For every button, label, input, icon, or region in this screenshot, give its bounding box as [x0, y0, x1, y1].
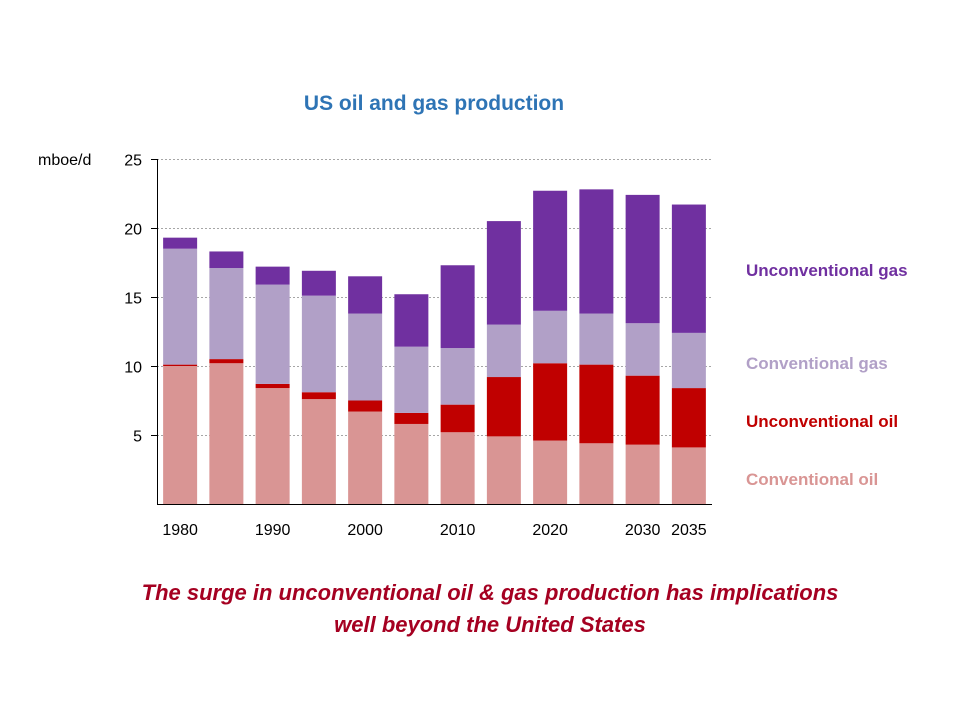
chart-title: US oil and gas production [303, 92, 565, 115]
bar-conventional-oil-2030 [625, 444, 660, 504]
caption-line-2: well beyond the United States [334, 612, 646, 637]
bar-conventional-gas-1990 [255, 284, 290, 384]
legend-conventional-oil: Conventional oil [746, 470, 879, 489]
bar-conventional-oil-2020 [533, 440, 568, 504]
bar-unconventional-oil-2030 [625, 375, 660, 445]
x-tick-label: 2010 [440, 522, 476, 539]
bar-unconventional-gas-2000 [348, 276, 383, 314]
bar-conventional-oil-2035 [671, 447, 706, 504]
bar-unconventional-oil-2005 [394, 412, 429, 424]
bar-unconventional-oil-1985 [209, 359, 244, 364]
bar-conventional-gas-2030 [625, 323, 660, 376]
bar-unconventional-gas-2030 [625, 194, 660, 324]
x-tick-label: 1980 [162, 522, 198, 539]
bar-conventional-oil-1990 [255, 388, 290, 504]
bar-conventional-gas-2000 [348, 313, 383, 401]
bar-conventional-gas-2010 [440, 348, 475, 405]
bar-conventional-gas-2005 [394, 346, 429, 413]
bar-conventional-gas-2025 [579, 313, 614, 365]
bar-unconventional-gas-2035 [671, 204, 706, 333]
bar-unconventional-gas-2010 [440, 265, 475, 349]
x-tick-label: 1990 [255, 522, 291, 539]
bar-unconventional-oil-2025 [579, 364, 614, 444]
bar-unconventional-oil-2035 [671, 388, 706, 448]
legend-conventional-gas: Conventional gas [746, 354, 888, 373]
bar-unconventional-oil-1990 [255, 383, 290, 389]
bar-conventional-oil-1980 [163, 366, 198, 504]
bar-unconventional-oil-1980 [163, 364, 198, 366]
y-tick-label: 15 [124, 291, 142, 308]
bar-unconventional-gas-2025 [579, 189, 614, 314]
bar-conventional-gas-1985 [209, 268, 244, 360]
bar-conventional-oil-2005 [394, 423, 429, 504]
x-tick-label: 2020 [532, 522, 568, 539]
y-tick-label: 25 [124, 153, 142, 170]
bar-conventional-oil-1995 [301, 399, 336, 504]
bar-unconventional-gas-2020 [533, 190, 568, 311]
bar-conventional-oil-1985 [209, 363, 244, 504]
bar-unconventional-gas-1990 [255, 266, 290, 285]
legend-unconventional-gas: Unconventional gas [746, 261, 908, 280]
x-tick-label: 2000 [347, 522, 383, 539]
bar-unconventional-oil-2000 [348, 400, 383, 412]
bar-unconventional-oil-1995 [301, 392, 336, 400]
bar-conventional-oil-2025 [579, 443, 614, 504]
bar-unconventional-oil-2020 [533, 363, 568, 441]
bar-unconventional-oil-2010 [440, 404, 475, 433]
bar-unconventional-gas-2005 [394, 294, 429, 347]
bar-conventional-gas-1995 [301, 295, 336, 393]
bar-unconventional-gas-1980 [163, 237, 198, 249]
bar-unconventional-oil-2015 [486, 377, 521, 437]
x-tick-label: 2035 [671, 522, 707, 539]
bar-conventional-gas-2015 [486, 324, 521, 378]
y-tick-label: 20 [124, 222, 142, 239]
legend-unconventional-oil: Unconventional oil [746, 412, 899, 431]
bar-conventional-gas-2020 [533, 310, 568, 364]
bar-conventional-oil-2010 [440, 432, 475, 504]
y-tick-label: 5 [133, 429, 142, 446]
bar-conventional-gas-2035 [671, 332, 706, 389]
y-axis-label: mboe/d [38, 152, 91, 169]
x-tick-label: 2030 [625, 522, 661, 539]
bar-conventional-oil-2015 [486, 436, 521, 504]
y-tick-label: 10 [124, 360, 142, 377]
caption: The surge in unconventional oil & gas pr… [0, 577, 960, 641]
bar-unconventional-gas-2015 [486, 221, 521, 325]
bar-unconventional-gas-1995 [301, 270, 336, 296]
bar-conventional-oil-2000 [348, 411, 383, 504]
caption-line-1: The surge in unconventional oil & gas pr… [141, 580, 839, 605]
bar-conventional-gas-1980 [163, 248, 198, 365]
bar-unconventional-gas-1985 [209, 251, 244, 269]
